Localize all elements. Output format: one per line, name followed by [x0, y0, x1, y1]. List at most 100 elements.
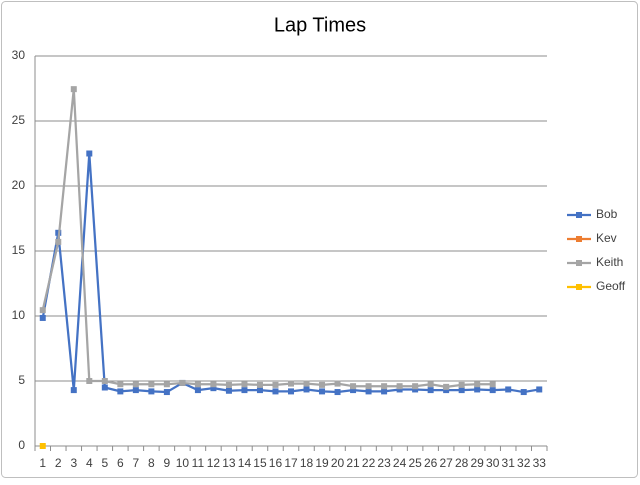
x-tick-label: 27	[439, 456, 453, 470]
point	[256, 381, 263, 388]
point	[101, 384, 108, 391]
point	[412, 386, 419, 393]
point	[39, 443, 46, 449]
point	[474, 386, 481, 393]
x-tick-label: 8	[148, 456, 155, 470]
point	[163, 381, 170, 388]
point	[536, 386, 543, 393]
x-tick-label: 23	[377, 456, 391, 470]
y-tick-label: 25	[12, 113, 26, 127]
x-tick-label: 18	[300, 456, 314, 470]
y-tick-label: 10	[12, 308, 26, 322]
point	[148, 381, 155, 388]
point	[396, 383, 403, 390]
point	[412, 383, 419, 390]
legend-label: Keith	[596, 255, 623, 269]
point	[427, 387, 434, 394]
x-tick-label: 14	[238, 456, 252, 470]
chart-title: Lap Times	[274, 14, 366, 36]
x-tick-label: 21	[346, 456, 360, 470]
point	[117, 388, 124, 395]
chart-frame	[1, 1, 638, 478]
x-tick-label: 10	[176, 456, 190, 470]
point	[381, 383, 388, 390]
point	[319, 381, 326, 388]
point	[489, 387, 496, 394]
point	[163, 389, 170, 396]
point	[225, 381, 232, 388]
point	[55, 238, 62, 245]
x-tick-label: 6	[117, 456, 124, 470]
point	[350, 387, 357, 394]
x-tick-label: 19	[315, 456, 329, 470]
x-tick-label: 1	[39, 456, 46, 470]
point	[241, 381, 248, 388]
point	[210, 385, 217, 392]
legend-marker	[576, 212, 582, 218]
x-tick-label: 9	[164, 456, 171, 470]
x-tick-label: 25	[408, 456, 422, 470]
legend-label: Kev	[596, 231, 617, 245]
x-tick-label: 31	[502, 456, 516, 470]
x-tick-label: 5	[101, 456, 108, 470]
x-tick-label: 11	[192, 456, 205, 470]
point	[39, 314, 46, 321]
point	[132, 387, 139, 394]
legend-marker	[576, 236, 582, 242]
point	[101, 378, 108, 384]
point	[179, 379, 186, 386]
legend-label: Geoff	[596, 279, 626, 293]
x-tick-label: 12	[207, 456, 221, 470]
point	[256, 387, 263, 394]
point	[443, 387, 450, 394]
point	[132, 381, 139, 388]
y-tick-label: 20	[12, 178, 26, 192]
x-tick-label: 29	[471, 456, 485, 470]
x-tick-label: 2	[55, 456, 62, 470]
point	[474, 381, 481, 388]
point	[489, 381, 496, 388]
point	[86, 378, 93, 384]
point	[148, 388, 155, 395]
y-tick-label: 5	[18, 373, 25, 387]
x-tick-label: 17	[284, 456, 298, 470]
x-tick-label: 22	[362, 456, 376, 470]
point	[241, 387, 248, 394]
x-tick-label: 20	[331, 456, 345, 470]
x-tick-label: 30	[486, 456, 500, 470]
point	[194, 387, 201, 394]
x-tick-label: 26	[424, 456, 438, 470]
point	[272, 381, 279, 388]
point	[70, 387, 77, 394]
point	[70, 86, 77, 93]
point	[117, 381, 124, 388]
point	[458, 381, 465, 388]
point	[303, 386, 310, 393]
x-tick-label: 3	[70, 456, 77, 470]
x-tick-label: 4	[86, 456, 93, 470]
y-tick-label: 0	[18, 438, 25, 452]
x-tick-label: 13	[222, 456, 236, 470]
x-tick-label: 32	[517, 456, 531, 470]
y-tick-label: 15	[12, 243, 26, 257]
y-tick-label: 30	[12, 48, 26, 62]
point	[396, 386, 403, 393]
point	[210, 381, 217, 388]
x-tick-label: 15	[253, 456, 267, 470]
point	[194, 381, 201, 388]
point	[288, 380, 294, 387]
legend-marker	[576, 284, 582, 290]
x-tick-label: 33	[533, 456, 547, 470]
point	[39, 307, 46, 314]
legend-marker	[576, 260, 582, 266]
point	[319, 388, 326, 395]
point	[303, 380, 310, 387]
point	[381, 388, 388, 395]
point	[365, 388, 372, 395]
point	[272, 388, 279, 395]
point	[520, 389, 527, 396]
point	[350, 383, 357, 390]
x-tick-label: 7	[133, 456, 140, 470]
